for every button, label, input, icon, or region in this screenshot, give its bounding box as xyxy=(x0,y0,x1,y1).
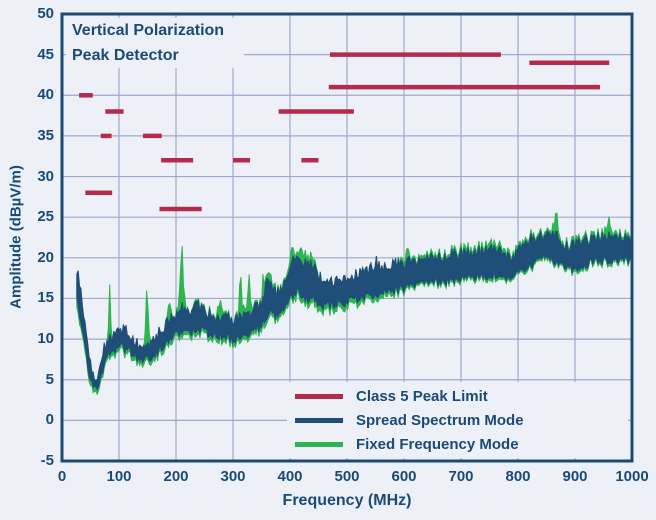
y-tick-label: 45 xyxy=(37,45,54,63)
x-tick-label: 800 xyxy=(505,468,531,485)
y-tick-label: -5 xyxy=(40,452,54,469)
y-tick-label: 0 xyxy=(45,411,54,429)
plot-title-line2: Peak Detector xyxy=(72,47,179,64)
fixed-frequency-mode-swatch xyxy=(295,441,343,447)
x-tick-label: 100 xyxy=(106,468,132,485)
plot-title: Vertical Polarization Peak Detector xyxy=(66,18,244,68)
legend-row-class5-peak-limit: Class 5 Peak Limit xyxy=(287,387,628,405)
x-tick-label: 400 xyxy=(277,468,303,485)
legend-label: Spread Spectrum Mode xyxy=(356,411,524,429)
y-axis-title: Amplitude (dBµV/m) xyxy=(7,165,25,309)
spread-spectrum-mode-swatch xyxy=(295,417,343,423)
legend-row-spread-spectrum-mode: Spread Spectrum Mode xyxy=(287,411,628,429)
y-tick-label: 15 xyxy=(37,289,54,307)
x-tick-label: 200 xyxy=(163,468,189,485)
class5-limit-segments xyxy=(79,52,610,212)
plot-border xyxy=(60,12,634,463)
y-tick-label: 50 xyxy=(37,5,54,22)
legend-row-fixed-frequency-mode: Fixed Frequency Mode xyxy=(287,435,628,453)
y-tick-label: 25 xyxy=(37,208,54,226)
y-tick-label: 40 xyxy=(37,86,54,104)
x-tick-label: 0 xyxy=(57,468,67,485)
x-tick-label: 500 xyxy=(334,468,360,485)
x-tick-label: 1000 xyxy=(615,468,649,485)
legend-label: Fixed Frequency Mode xyxy=(356,435,519,453)
x-tick-label: 300 xyxy=(220,468,246,485)
y-tick-label: 30 xyxy=(37,167,54,185)
x-tick-label: 900 xyxy=(562,468,588,485)
legend-label: Class 5 Peak Limit xyxy=(356,387,488,405)
spread-spectrum-trace xyxy=(76,229,633,391)
x-tick-label: 600 xyxy=(391,468,417,485)
y-tick-label: 10 xyxy=(37,330,54,348)
class5-peak-limit-swatch xyxy=(295,393,343,399)
x-axis-title: Frequency (MHz) xyxy=(282,492,412,509)
y-tick-label: 35 xyxy=(37,126,54,144)
legend: Class 5 Peak Limit Spread Spectrum Mode … xyxy=(287,382,628,458)
plot-title-line1: Vertical Polarization xyxy=(72,22,225,39)
y-tick-label: 20 xyxy=(37,248,54,266)
x-tick-label: 700 xyxy=(448,468,474,485)
y-tick-label: 5 xyxy=(45,370,54,388)
